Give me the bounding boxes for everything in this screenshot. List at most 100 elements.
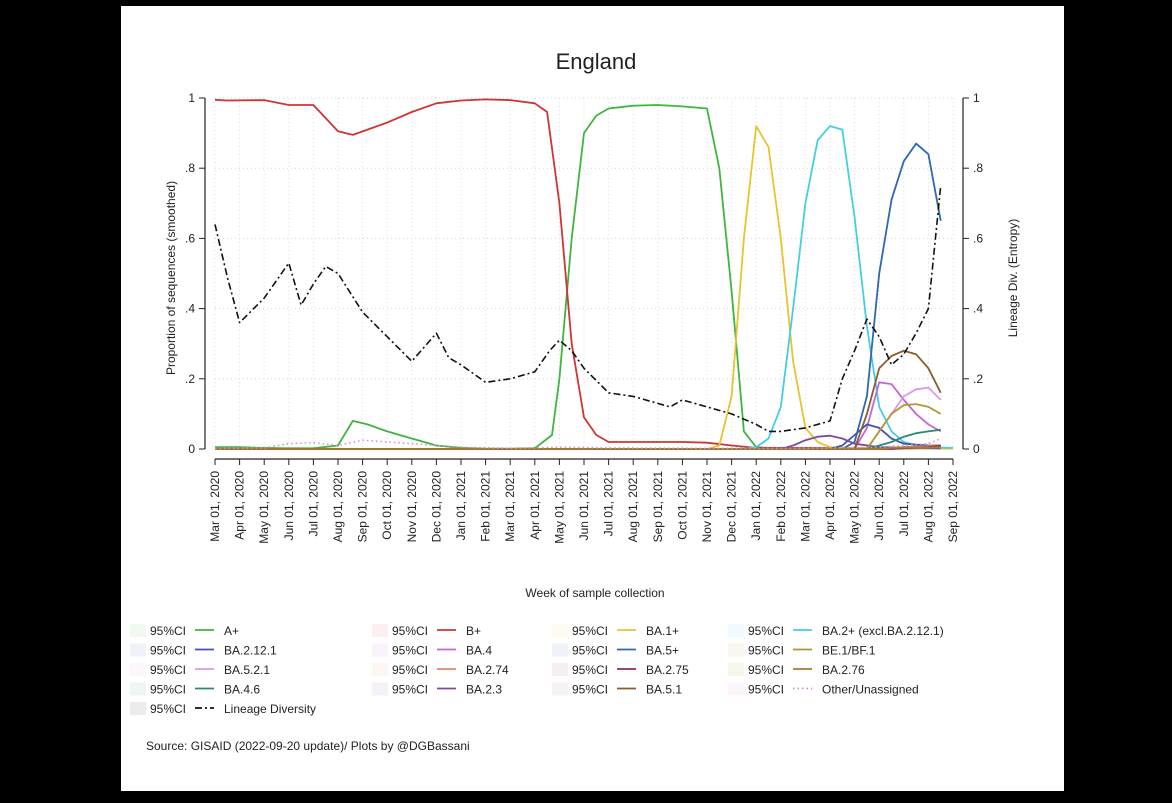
legend-ci-label-ba-2-74: 95%CI	[392, 663, 428, 677]
x-tick-label-4: Jul 01, 2020	[306, 471, 320, 537]
x-tick-label-27: Jun 01, 2022	[872, 471, 886, 541]
legend-label-ba-2-excl-ba-2-12-1: BA.2+ (excl.BA.2.12.1)	[822, 624, 944, 638]
x-tick-label-9: Dec 01, 2020	[429, 471, 443, 543]
x-tick-label-1: Apr 01, 2020	[233, 471, 247, 540]
x-tick-label-3: Jun 01, 2020	[282, 471, 296, 541]
legend-ci-swatch-other-unassigned	[728, 682, 744, 696]
y2-tick-label-0: 0	[973, 442, 980, 456]
legend-ci-label-ba-5-2-1: 95%CI	[150, 663, 186, 677]
legend-ci-swatch-ba-5-2-1	[130, 663, 146, 676]
source-note: Source: GISAID (2022-09-20 update)/ Plot…	[146, 739, 470, 753]
x-tick-label-20: Nov 01, 2021	[700, 471, 714, 543]
series-line-a	[215, 104, 953, 450]
legend-label-ba-5: BA.5+	[646, 644, 679, 658]
x-tick-label-11: Feb 01, 2021	[479, 471, 493, 542]
legend-label-ba-2-74: BA.2.74	[466, 663, 509, 677]
x-tick-label-15: Jun 01, 2021	[577, 471, 591, 541]
x-tick-label-19: Oct 01, 2021	[675, 471, 689, 540]
legend-ci-swatch-ba-2-76	[728, 663, 744, 676]
series-line-ba-1	[215, 125, 954, 450]
x-tick-label-7: Oct 01, 2020	[380, 471, 394, 540]
legend-ci-label-ba-2-excl-ba-2-12-1: 95%CI	[748, 624, 784, 638]
x-tick-label-13: Apr 01, 2021	[528, 471, 542, 540]
chart-title: England	[556, 49, 637, 74]
legend-ci-swatch-ba-2-3	[372, 682, 388, 696]
y2-tick-label-3: .6	[973, 231, 983, 245]
y-tick-label-3: .6	[185, 231, 195, 245]
legend-ci-label-be-1-bf-1: 95%CI	[748, 644, 784, 658]
legend-ci-label-ba-2-3: 95%CI	[392, 683, 428, 697]
legend-label-ba-5-2-1: BA.5.2.1	[224, 663, 270, 677]
legend-ci-swatch-ba-4	[372, 643, 388, 657]
series-line-ba-4	[215, 381, 942, 450]
legend-ci-label-ba-2-75: 95%CI	[572, 663, 608, 677]
legend-ci-label-ba-4-6: 95%CI	[150, 683, 186, 697]
legend-ci-swatch-ba-2-74	[372, 663, 388, 676]
legend-ci-swatch-a	[130, 624, 146, 637]
y2-tick-label-2: .4	[973, 302, 983, 316]
legend-ci-swatch-ba-2-excl-ba-2-12-1	[728, 624, 744, 637]
lineage-chart: England Mar 01, 2020 Apr 01, 2020 May 01, …	[130, 49, 1020, 716]
x-tick-label-25: Apr 01, 2022	[823, 471, 837, 540]
legend-ci-label-other-unassigned: 95%CI	[748, 683, 784, 697]
x-tick-label-0: Mar 01, 2020	[208, 471, 222, 542]
legend-ci-label-ba-5-1: 95%CI	[572, 683, 608, 697]
legend-ci-swatch-ba-2-75	[552, 663, 568, 676]
x-tick-label-30: Sep 01, 2022	[946, 471, 960, 543]
legend-label-ba-2-76: BA.2.76	[822, 663, 865, 677]
x-tick-label-28: Jul 01, 2022	[897, 471, 911, 537]
y2-tick-label-1: .2	[973, 372, 983, 386]
series-line-ba-4-6	[215, 428, 941, 450]
series-line-ba-5	[215, 142, 942, 450]
legend-ci-label-ba-5: 95%CI	[572, 644, 608, 658]
x-tick-labels: Mar 01, 2020 Apr 01, 2020 May 01, 2020 Jun …	[208, 459, 960, 544]
y-tick-label-2: .4	[185, 302, 195, 316]
legend-ci-label-ba-1: 95%CI	[572, 624, 608, 638]
x-tick-label-16: Jul 01, 2021	[602, 471, 616, 537]
chart-panel: England Mar 01, 2020 Apr 01, 2020 May 01, …	[121, 6, 1064, 791]
series-line-lineage-diversity	[214, 185, 942, 433]
x-tick-label-8: Nov 01, 2020	[405, 471, 419, 543]
y-tick-label-0: 0	[188, 442, 195, 456]
series-line-other-unassigned	[214, 437, 942, 450]
legend-ci-label-ba-4: 95%CI	[392, 644, 428, 658]
y-tick-labels: 0 0 .2 .2 .4 .4 .6 .6 .8 .8 1 1	[185, 91, 983, 456]
y2-tick-label-5: 1	[973, 91, 980, 105]
series-line-ba-5-1	[215, 349, 942, 450]
legend-label-ba-2-75: BA.2.75	[646, 663, 689, 677]
legend-ci-label-a: 95%CI	[150, 624, 186, 638]
series-line-ba-2-excl-ba-2-12-1	[215, 125, 954, 450]
legend-ci-swatch-ba-4-6	[130, 682, 146, 696]
x-tick-label-14: May 01, 2021	[552, 471, 566, 544]
x-tick-label-12: Mar 01, 2021	[503, 471, 517, 542]
x-tick-label-23: Feb 01, 2022	[774, 471, 788, 542]
series-line-be-1-bf-1	[215, 403, 942, 450]
series-line-ba-5-2-1	[215, 386, 942, 450]
grid-lines	[214, 97, 954, 450]
legend-ci-swatch-ba-5	[552, 643, 568, 657]
x-tick-label-22: Jan 01, 2022	[749, 471, 763, 541]
x-tick-label-18: Sep 01, 2021	[651, 471, 665, 543]
y-tick-label-4: .8	[185, 161, 195, 175]
legend-ci-label-lineage-diversity: 95%CI	[150, 702, 186, 716]
x-tick-label-2: May 01, 2020	[257, 471, 271, 544]
series-line-ba-2-3	[215, 434, 941, 450]
legend-label-b: B+	[466, 624, 481, 638]
legend-label-a: A+	[224, 624, 239, 638]
legend-label-ba-2-12-1: BA.2.12.1	[224, 644, 277, 658]
x-axis-label: Week of sample collection	[525, 586, 664, 600]
x-tick-label-26: May 01, 2022	[848, 471, 862, 544]
legend-ci-swatch-b	[372, 624, 388, 637]
legend-label-other-unassigned: Other/Unassigned	[822, 683, 919, 697]
y-axis-label: Proportion of sequences (smoothed)	[164, 181, 178, 375]
y2-axis-label: Lineage Div. (Entropy)	[1006, 219, 1020, 338]
x-tick-label-17: Aug 01, 2021	[626, 471, 640, 543]
y2-tick-label-4: .8	[973, 161, 983, 175]
legend-ci-swatch-ba-5-1	[552, 682, 568, 696]
legend-label-ba-5-1: BA.5.1	[646, 683, 682, 697]
x-tick-label-21: Dec 01, 2021	[725, 471, 739, 543]
legend-ci-swatch-ba-2-12-1	[130, 643, 146, 657]
x-tick-label-6: Sep 01, 2020	[356, 471, 370, 543]
y-tick-label-5: 1	[188, 91, 195, 105]
legend-label-lineage-diversity: Lineage Diversity	[224, 702, 316, 716]
